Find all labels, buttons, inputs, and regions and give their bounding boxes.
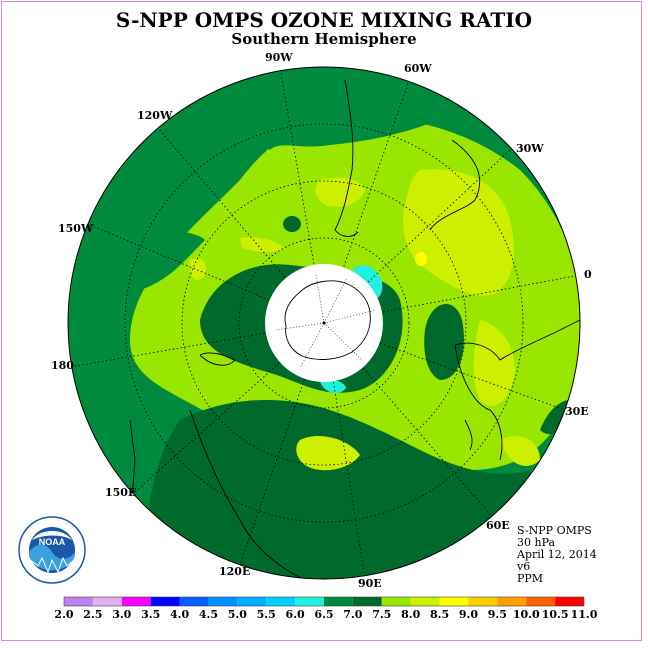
colorbar-segment	[555, 597, 584, 606]
colorbar	[63, 596, 585, 607]
map-subtitle: Southern Hemisphere	[231, 30, 417, 48]
colorbar-tick-label: 10.0	[512, 608, 540, 621]
colorbar-segment	[208, 597, 238, 606]
colorbar-tick-label: 8.5	[429, 608, 450, 621]
colorbar-border	[63, 596, 585, 607]
colorbar-segment	[150, 597, 180, 606]
colorbar-segment	[121, 597, 151, 606]
lon-label-120e: 120E	[219, 565, 251, 578]
map-boundary	[67, 66, 581, 580]
info-pressure: 30 hPa	[517, 536, 556, 549]
map-title: S-NPP OMPS OZONE MIXING RATIO	[115, 8, 533, 32]
info-date: April 12, 2014	[517, 548, 597, 561]
colorbar-segment	[526, 597, 556, 606]
lon-label-150w: 150W	[58, 222, 94, 235]
lon-label-180: 180	[51, 359, 74, 372]
lon-label-30e: 30E	[565, 405, 589, 418]
colorbar-segment	[497, 597, 527, 606]
info-units: PPM	[517, 572, 544, 585]
colorbar-tick-label: 4.5	[198, 608, 219, 621]
antarctica-coastline	[284, 280, 371, 360]
colorbar-segment	[468, 597, 498, 606]
info-instrument: S-NPP OMPS	[517, 524, 592, 537]
svg-text:NOAA: NOAA	[39, 537, 66, 547]
colorbar-tick-label: 5.0	[227, 608, 247, 621]
colorbar-segment	[64, 597, 93, 606]
colorbar-tick-label: 6.0	[285, 608, 305, 621]
colorbar-tick-label: 2.5	[83, 608, 103, 621]
colorbar-tick-label: 2.0	[54, 608, 74, 621]
colorbar-tick-label: 6.5	[314, 608, 334, 621]
colorbar-segment	[381, 597, 411, 606]
colorbar-tick-label: 3.0	[112, 608, 132, 621]
colorbar-segment	[92, 597, 122, 606]
colorbar-tick-label: 4.0	[169, 608, 190, 621]
noaa-logo: NOAA	[18, 516, 86, 584]
colorbar-tick-label: 9.5	[487, 608, 507, 621]
colorbar-tick-label: 7.5	[372, 608, 392, 621]
lon-label-60e: 60E	[486, 519, 510, 532]
colorbar-tick-label: 8.0	[401, 608, 421, 621]
colorbar-segment	[266, 597, 296, 606]
info-panel: S-NPP OMPS 30 hPa April 12, 2014 v6 PPM	[517, 525, 597, 585]
colorbar-tick-label: 11.0	[570, 608, 598, 621]
plot-frame	[1, 1, 642, 641]
lon-label-30w: 30W	[516, 142, 544, 155]
colorbar-tick-label: 3.5	[141, 608, 161, 621]
lon-label-0: 0	[584, 268, 592, 281]
colorbar-tick-label: 10.5	[541, 608, 569, 621]
colorbar-tick-label: 7.0	[343, 608, 363, 621]
lon-label-120w: 120W	[137, 109, 173, 122]
colorbar-segment	[295, 597, 324, 606]
info-version: v6	[517, 560, 531, 573]
colorbar-segment	[179, 597, 209, 606]
lon-label-90e: 90E	[358, 577, 382, 590]
colorbar-segment	[410, 597, 440, 606]
colorbar-segment	[237, 597, 267, 606]
colorbar-tick-label: 5.5	[256, 608, 276, 621]
colorbar-segment	[352, 597, 382, 606]
lon-label-60w: 60W	[404, 62, 432, 75]
colorbar-segment	[439, 597, 469, 606]
lon-label-90w: 90W	[265, 51, 293, 64]
colorbar-segment	[324, 597, 353, 606]
lon-label-150e: 150E	[105, 486, 137, 499]
colorbar-tick-label: 9.0	[458, 608, 479, 621]
